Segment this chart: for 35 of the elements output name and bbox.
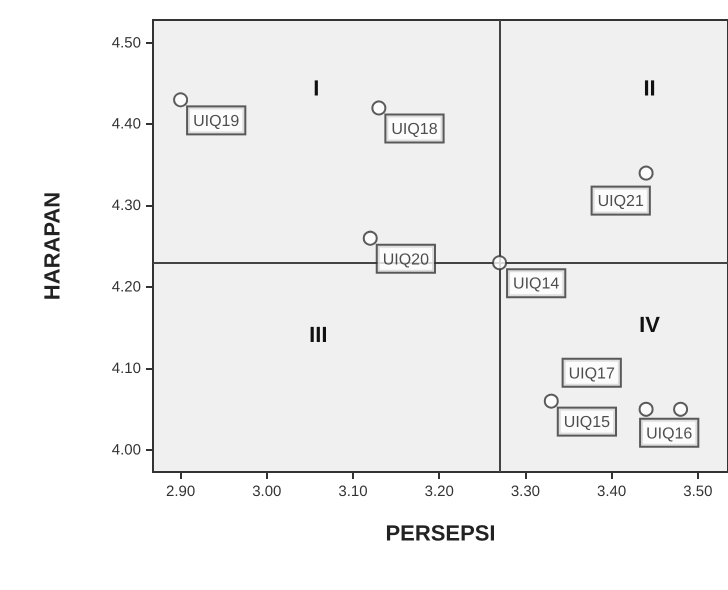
point <box>544 394 559 409</box>
point <box>173 92 188 108</box>
annotation: I <box>313 76 320 100</box>
data-label: UIQ14 <box>513 276 560 293</box>
point <box>371 100 386 116</box>
annotation: II <box>643 76 656 100</box>
x-tick-label: 3.10 <box>338 483 368 500</box>
y-axis-title: HARAPAN <box>40 192 64 300</box>
x-tick-label: 3.20 <box>424 483 454 500</box>
data-label: UIQ18 <box>391 120 438 138</box>
y-tick-label: 4.50 <box>112 34 141 52</box>
data-label: UIQ17 <box>568 365 615 382</box>
y-tick-label: 4.10 <box>112 360 141 378</box>
x-tick-label: 3.50 <box>683 483 712 500</box>
point <box>673 402 688 417</box>
y-tick-label: 4.30 <box>112 197 141 214</box>
x-tick-label: 3.40 <box>597 483 626 500</box>
data-label: UIQ16 <box>646 425 692 442</box>
y-tick-label: 4.20 <box>112 278 141 296</box>
point <box>638 402 654 417</box>
y-tick-label: 4.40 <box>112 116 141 133</box>
point <box>492 255 508 270</box>
y-tick-label: 4.00 <box>112 442 141 459</box>
x-tick-label: 2.90 <box>166 483 196 500</box>
data-label: UIQ19 <box>193 112 240 130</box>
x-axis-title: PERSEPSI <box>385 520 496 546</box>
x-tick-label: 3.00 <box>252 483 282 500</box>
data-label: UIQ21 <box>598 193 644 210</box>
point <box>362 230 378 246</box>
annotation: IV <box>639 312 660 338</box>
annotation: III <box>309 322 328 348</box>
data-label: UIQ15 <box>564 414 610 432</box>
point <box>638 166 654 181</box>
data-label: UIQ20 <box>382 251 430 268</box>
x-tick-label: 3.30 <box>510 483 540 500</box>
